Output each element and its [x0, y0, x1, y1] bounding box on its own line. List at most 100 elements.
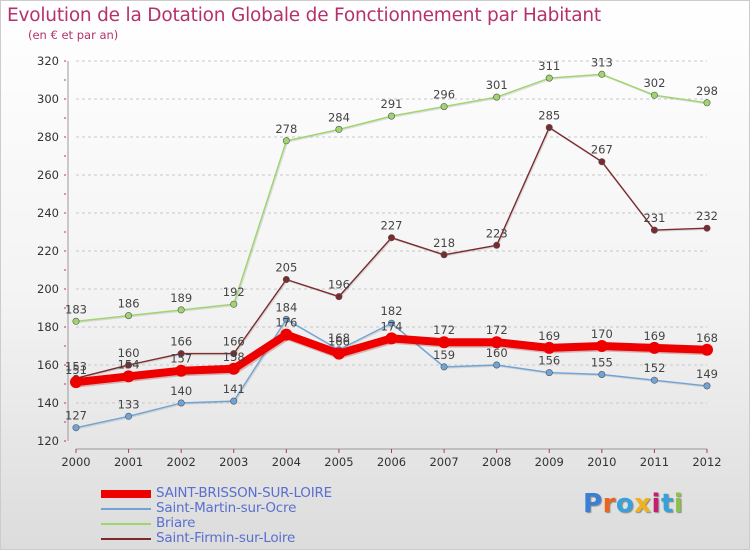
- data-label: 196: [328, 278, 350, 292]
- legend-swatch: [101, 538, 151, 540]
- data-point: [490, 336, 503, 349]
- data-point: [387, 234, 395, 242]
- data-label: 160: [118, 346, 140, 360]
- legend-label: Briare: [156, 515, 196, 531]
- logo-letter: i: [673, 489, 684, 519]
- x-tick-label: 2000: [61, 455, 90, 469]
- data-point: [122, 370, 135, 383]
- data-label: 152: [643, 361, 665, 375]
- data-point: [493, 361, 501, 369]
- data-point: [230, 397, 238, 405]
- x-tick-label: 2005: [324, 455, 353, 469]
- x-tick-label: 2011: [640, 455, 669, 469]
- data-label: 182: [381, 304, 403, 318]
- data-label: 133: [118, 397, 140, 411]
- data-point: [440, 363, 448, 371]
- data-label: 313: [591, 55, 613, 69]
- y-tick-label: 160: [37, 358, 59, 372]
- data-label: 174: [381, 319, 403, 333]
- data-point: [598, 370, 606, 378]
- data-point: [282, 137, 290, 145]
- x-tick-label: 2001: [114, 455, 143, 469]
- y-tick-label: 320: [37, 54, 59, 68]
- data-label: 172: [433, 323, 455, 337]
- proxiti-logo: Proxiti: [583, 489, 683, 519]
- legend-swatch: [101, 490, 151, 498]
- data-point: [230, 350, 238, 358]
- data-point: [72, 424, 80, 432]
- y-tick-label: 260: [37, 168, 59, 182]
- data-point: [440, 103, 448, 111]
- data-point: [545, 74, 553, 82]
- data-point: [650, 226, 658, 234]
- data-point: [70, 376, 82, 389]
- data-label: 166: [328, 335, 350, 349]
- y-tick-label: 180: [37, 320, 59, 334]
- data-point: [125, 361, 133, 369]
- logo-letter: o: [615, 489, 635, 519]
- data-label: 151: [65, 363, 87, 377]
- data-label: 192: [223, 285, 245, 299]
- data-point: [227, 362, 240, 375]
- data-point: [545, 369, 553, 377]
- legend-swatch: [101, 508, 151, 510]
- data-point: [543, 341, 556, 354]
- y-tick-label: 300: [37, 92, 59, 106]
- data-label: 156: [538, 354, 560, 368]
- data-label: 267: [591, 143, 613, 157]
- data-label: 291: [381, 97, 403, 111]
- data-label: 157: [170, 352, 192, 366]
- data-label: 227: [381, 219, 403, 233]
- data-point: [650, 91, 658, 99]
- data-point: [438, 336, 451, 349]
- series-lines: [70, 70, 713, 432]
- legend-label: Saint-Firmin-sur-Loire: [156, 530, 296, 546]
- data-label: 285: [538, 109, 560, 123]
- y-tick-label: 140: [37, 396, 59, 410]
- data-point: [493, 93, 501, 101]
- data-label: 296: [433, 88, 455, 102]
- data-label: 284: [328, 110, 350, 124]
- series-line: [75, 73, 708, 322]
- data-point: [387, 112, 395, 120]
- data-label: 170: [591, 327, 613, 341]
- data-label: 232: [696, 209, 718, 223]
- axes: 120 140 160 180 200 220 240 260 280 300 320 2000 200…: [37, 54, 722, 469]
- data-label: 169: [643, 329, 665, 343]
- data-label: 158: [223, 350, 245, 364]
- data-label: 301: [486, 78, 508, 92]
- y-tick-label: 220: [37, 244, 59, 258]
- data-point: [280, 328, 293, 341]
- x-tick-label: 2002: [167, 455, 196, 469]
- data-point: [177, 350, 185, 358]
- x-tick-label: 2008: [482, 455, 511, 469]
- data-label: 140: [170, 384, 192, 398]
- data-label: 186: [118, 297, 140, 311]
- data-label: 189: [170, 291, 192, 305]
- x-tick-label: 2009: [535, 455, 564, 469]
- data-label: 205: [275, 261, 297, 275]
- logo-letter: t: [660, 489, 674, 519]
- data-point: [387, 319, 395, 327]
- x-tick-label: 2012: [692, 455, 721, 469]
- data-point: [175, 364, 188, 377]
- legend-label: SAINT-BRISSON-SUR-LOIRE: [156, 485, 333, 501]
- data-point: [125, 412, 133, 420]
- data-label: 183: [65, 302, 87, 316]
- x-tick-label: 2006: [377, 455, 406, 469]
- y-tick-label: 200: [37, 282, 59, 296]
- data-label: 153: [65, 359, 87, 373]
- data-point: [703, 224, 711, 232]
- data-point: [650, 376, 658, 384]
- data-label: 302: [643, 76, 665, 90]
- data-label: 311: [538, 59, 560, 73]
- data-point: [282, 315, 290, 323]
- data-label: 141: [223, 382, 245, 396]
- y-tick-label: 280: [37, 130, 59, 144]
- data-label: 231: [643, 211, 665, 225]
- data-label: 184: [275, 300, 297, 314]
- data-point: [230, 300, 238, 308]
- data-label: 172: [486, 323, 508, 337]
